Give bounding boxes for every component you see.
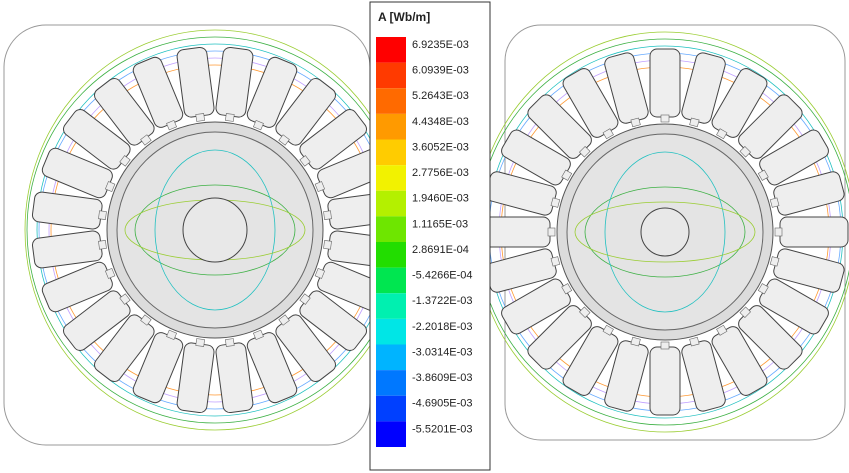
legend-swatch (376, 191, 406, 217)
slot-opening (196, 113, 205, 121)
stator-slot (482, 217, 550, 247)
slot-opening (775, 228, 782, 236)
legend-label: -5.4266E-04 (412, 270, 473, 282)
legend-label: 2.8691E-04 (412, 244, 469, 256)
page: A [Wb/m] 6.9235E-03 6.0939E-03 5.2643E-03 4… (0, 0, 849, 473)
slot-opening (661, 115, 669, 122)
legend-swatch (376, 37, 406, 63)
slot-opening (98, 240, 106, 249)
slot-opening (324, 211, 332, 220)
stator-slot (780, 217, 848, 247)
legend-label: 3.6052E-03 (412, 141, 469, 153)
legend-swatch (376, 421, 406, 447)
legend-label: 5.2643E-03 (412, 90, 469, 102)
legend-label: 6.9235E-03 (412, 39, 469, 51)
slot-opening (661, 342, 669, 349)
legend-label: -3.8609E-03 (412, 372, 473, 384)
legend-swatch (376, 140, 406, 166)
legend-swatch (376, 345, 406, 371)
legend-swatch (376, 268, 406, 294)
legend-label: -1.3722E-03 (412, 295, 473, 307)
legend-swatch (376, 293, 406, 319)
slot-opening (98, 211, 106, 220)
legend-swatch (376, 242, 406, 268)
legend-swatch (376, 165, 406, 191)
legend-label: 4.4348E-03 (412, 116, 469, 128)
slot-opening (324, 240, 332, 249)
legend-swatch (376, 63, 406, 89)
legend-swatch (376, 319, 406, 345)
slot-opening (225, 113, 234, 121)
figure: A [Wb/m] 6.9235E-03 6.0939E-03 5.2643E-03 4… (0, 0, 849, 473)
legend-title: A [Wb/m] (378, 10, 430, 24)
legend-label: -4.6905E-03 (412, 398, 473, 410)
slot-opening (225, 339, 234, 347)
legend-label: -2.2018E-03 (412, 321, 473, 333)
legend-swatch (376, 396, 406, 422)
slot-opening (196, 339, 205, 347)
legend-swatch (376, 88, 406, 114)
stator-slot (650, 347, 680, 415)
legend-label: 1.9460E-03 (412, 193, 469, 205)
legend-label: 6.0939E-03 (412, 65, 469, 77)
legend-label: 2.7756E-03 (412, 167, 469, 179)
legend-label: 1.1165E-03 (412, 218, 468, 230)
stator-slot (650, 49, 680, 117)
shaft (183, 198, 247, 262)
legend-label: -3.0314E-03 (412, 346, 473, 358)
legend-label: -5.5201E-03 (412, 423, 473, 435)
shaft (641, 208, 689, 256)
legend-swatch (376, 114, 406, 140)
slot-opening (548, 228, 555, 236)
legend-swatch (376, 370, 406, 396)
legend-swatch (376, 216, 406, 242)
